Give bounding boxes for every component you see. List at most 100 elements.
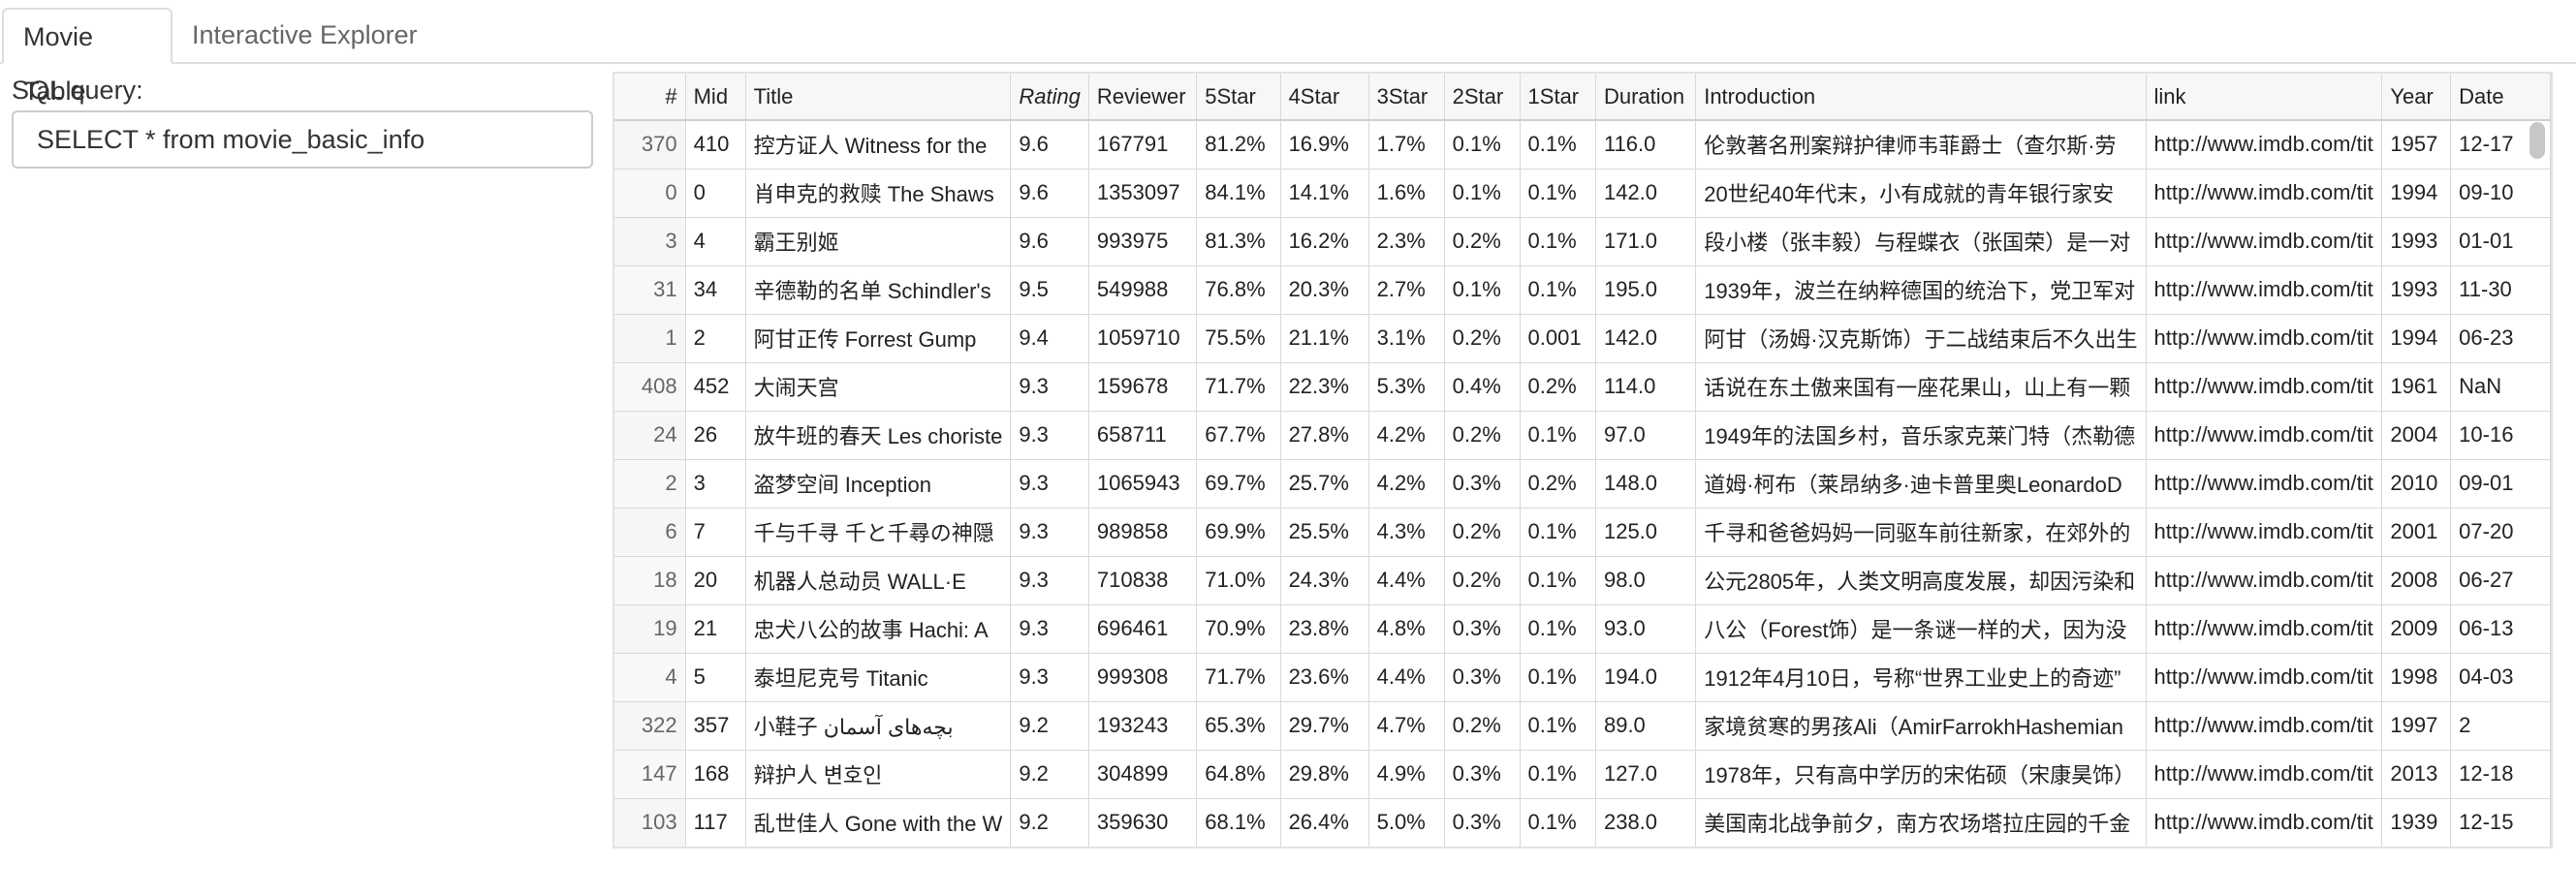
cell-4star: 29.7%: [1280, 701, 1369, 751]
cell-2star: 0.4%: [1444, 362, 1521, 412]
cell-introduction: 千寻和爸爸妈妈一同驱车前往新家，在郊外的: [1695, 508, 2147, 557]
column-header-index[interactable]: #: [614, 74, 686, 121]
cell-4star: 26.4%: [1280, 798, 1369, 847]
table-row[interactable]: 3 4 霸王别姬 9.6 993975 81.3% 16.2% 2.3% 0.2% 0.1% 171…: [614, 217, 2551, 266]
cell-4star: 22.3%: [1280, 362, 1369, 412]
column-header-date[interactable]: Date: [2450, 74, 2551, 121]
cell-5star: 69.7%: [1196, 459, 1281, 509]
table-row[interactable]: 1 2 阿甘正传 Forrest Gump 9.4 1059710 75.5% 21.1% 3…: [614, 314, 2551, 363]
table-row[interactable]: 322 357 小鞋子 بچه‌های آسمان 9.2 193243 65.3% 29.…: [614, 701, 2551, 751]
table-row[interactable]: 103 117 乱世佳人 Gone with the W 9.2 359630 68.1%…: [614, 798, 2551, 847]
tab-movie-table[interactable]: Movie Table: [2, 8, 173, 106]
cell-2star: 0.2%: [1444, 314, 1521, 363]
row-index-cell: 31: [614, 265, 686, 315]
cell-2star: 0.3%: [1444, 798, 1521, 847]
cell-duration: 93.0: [1595, 604, 1697, 654]
cell-mid: 7: [685, 508, 746, 557]
cell-year: 1961: [2381, 362, 2452, 412]
cell-introduction: 1949年的法国乡村，音乐家克莱门特（杰勒德: [1695, 411, 2147, 460]
table-row[interactable]: 147 168 辩护人 변호인 9.2 304899 64.8% 29.8% 4.9% 0.3%…: [614, 750, 2551, 799]
cell-date: 06-23: [2450, 314, 2551, 363]
cell-title: 辩护人 변호인: [745, 750, 1012, 799]
tab-bar: Movie Table Interactive Explorer: [0, 0, 2576, 106]
table-row[interactable]: 31 34 辛德勒的名单 Schindler's 9.5 549988 76.8% 20.3…: [614, 265, 2551, 315]
cell-1star: 0.1%: [1520, 653, 1596, 702]
cell-rating: 9.3: [1010, 604, 1089, 654]
cell-title: 乱世佳人 Gone with the W: [745, 798, 1012, 847]
cell-1star: 0.1%: [1520, 265, 1596, 315]
cell-4star: 23.6%: [1280, 653, 1369, 702]
cell-link: http://www.imdb.com/tit: [2146, 411, 2383, 460]
column-header-year[interactable]: Year: [2381, 74, 2452, 121]
column-header-mid[interactable]: Mid: [685, 74, 746, 121]
cell-rating: 9.4: [1010, 314, 1089, 363]
cell-1star: 0.1%: [1520, 604, 1596, 654]
cell-2star: 0.2%: [1444, 411, 1521, 460]
cell-2star: 0.2%: [1444, 556, 1521, 605]
table-row[interactable]: 408 452 大闹天宫 9.3 159678 71.7% 22.3% 5.3% 0.4% 0.2…: [614, 362, 2551, 412]
cell-5star: 64.8%: [1196, 750, 1281, 799]
cell-mid: 3: [685, 459, 746, 509]
row-index-cell: 322: [614, 701, 686, 751]
cell-4star: 14.1%: [1280, 169, 1369, 218]
column-header-4star[interactable]: 4Star: [1280, 74, 1369, 121]
cell-3star: 5.0%: [1368, 798, 1445, 847]
cell-mid: 2: [685, 314, 746, 363]
cell-rating: 9.3: [1010, 411, 1089, 460]
cell-link: http://www.imdb.com/tit: [2146, 508, 2383, 557]
table-row[interactable]: 370 410 控方证人 Witness for the 9.6 167791 81.2%…: [614, 120, 2551, 170]
tab-interactive-explorer[interactable]: Interactive Explorer: [192, 20, 418, 49]
cell-5star: 84.1%: [1196, 169, 1281, 218]
column-header-reviewer[interactable]: Reviewer: [1088, 74, 1198, 121]
cell-1star: 0.2%: [1520, 459, 1596, 509]
cell-link: http://www.imdb.com/tit: [2146, 169, 2383, 218]
cell-title: 机器人总动员 WALL·E: [745, 556, 1012, 605]
table-row[interactable]: 6 7 千与千寻 千と千尋の神隠 9.3 989858 69.9% 25.5% 4.3% 0.2…: [614, 508, 2551, 557]
column-header-2star[interactable]: 2Star: [1444, 74, 1521, 121]
table-row[interactable]: 4 5 泰坦尼克号 Titanic 9.3 999308 71.7% 23.6% 4.4% 0.…: [614, 653, 2551, 702]
column-header-introduction[interactable]: Introduction: [1695, 74, 2147, 121]
table-row[interactable]: 2 3 盗梦空间 Inception 9.3 1065943 69.7% 25.7% 4.2%…: [614, 459, 2551, 509]
cell-5star: 71.7%: [1196, 653, 1281, 702]
cell-4star: 25.7%: [1280, 459, 1369, 509]
cell-date: 10-16: [2450, 411, 2551, 460]
cell-reviewer: 993975: [1088, 217, 1198, 266]
sql-query-input[interactable]: [12, 110, 593, 169]
table-row[interactable]: 18 20 机器人总动员 WALL·E 9.3 710838 71.0% 24.3% 4.4%…: [614, 556, 2551, 605]
cell-duration: 127.0: [1595, 750, 1697, 799]
column-header-3star[interactable]: 3Star: [1368, 74, 1445, 121]
cell-duration: 194.0: [1595, 653, 1697, 702]
cell-reviewer: 1353097: [1088, 169, 1198, 218]
cell-mid: 452: [685, 362, 746, 412]
table-row[interactable]: 0 0 肖申克的救赎 The Shaws 9.6 1353097 84.1% 14.1% 1.…: [614, 169, 2551, 218]
cell-5star: 75.5%: [1196, 314, 1281, 363]
cell-5star: 70.9%: [1196, 604, 1281, 654]
column-header-duration[interactable]: Duration: [1595, 74, 1697, 121]
cell-3star: 4.3%: [1368, 508, 1445, 557]
cell-5star: 69.9%: [1196, 508, 1281, 557]
cell-link: http://www.imdb.com/tit: [2146, 120, 2383, 170]
column-header-link[interactable]: link: [2146, 74, 2383, 121]
vertical-scrollbar[interactable]: [2529, 122, 2545, 159]
cell-introduction: 20世纪40年代末，小有成就的青年银行家安: [1695, 169, 2147, 218]
cell-rating: 9.5: [1010, 265, 1089, 315]
cell-introduction: 八公（Forest饰）是一条谜一样的犬，因为没: [1695, 604, 2147, 654]
table-row[interactable]: 19 21 忠犬八公的故事 Hachi: A 9.3 696461 70.9% 23.8% 4…: [614, 604, 2551, 654]
row-index-cell: 408: [614, 362, 686, 412]
cell-mid: 4: [685, 217, 746, 266]
cell-date: 09-10: [2450, 169, 2551, 218]
cell-4star: 20.3%: [1280, 265, 1369, 315]
movie-data-grid[interactable]: # Mid Title Rating Reviewer 5Star 4Star 3Star 2S…: [613, 72, 2553, 849]
column-header-5star[interactable]: 5Star: [1196, 74, 1281, 121]
column-header-1star[interactable]: 1Star: [1520, 74, 1596, 121]
cell-date: 12-18: [2450, 750, 2551, 799]
cell-rating: 9.6: [1010, 217, 1089, 266]
table-row[interactable]: 24 26 放牛班的春天 Les choriste 9.3 658711 67.7% 27.…: [614, 411, 2551, 460]
column-header-rating[interactable]: Rating: [1010, 74, 1089, 121]
row-index-cell: 1: [614, 314, 686, 363]
cell-3star: 4.2%: [1368, 411, 1445, 460]
column-header-title[interactable]: Title: [745, 74, 1012, 121]
cell-reviewer: 304899: [1088, 750, 1198, 799]
row-index-cell: 147: [614, 750, 686, 799]
cell-3star: 1.6%: [1368, 169, 1445, 218]
